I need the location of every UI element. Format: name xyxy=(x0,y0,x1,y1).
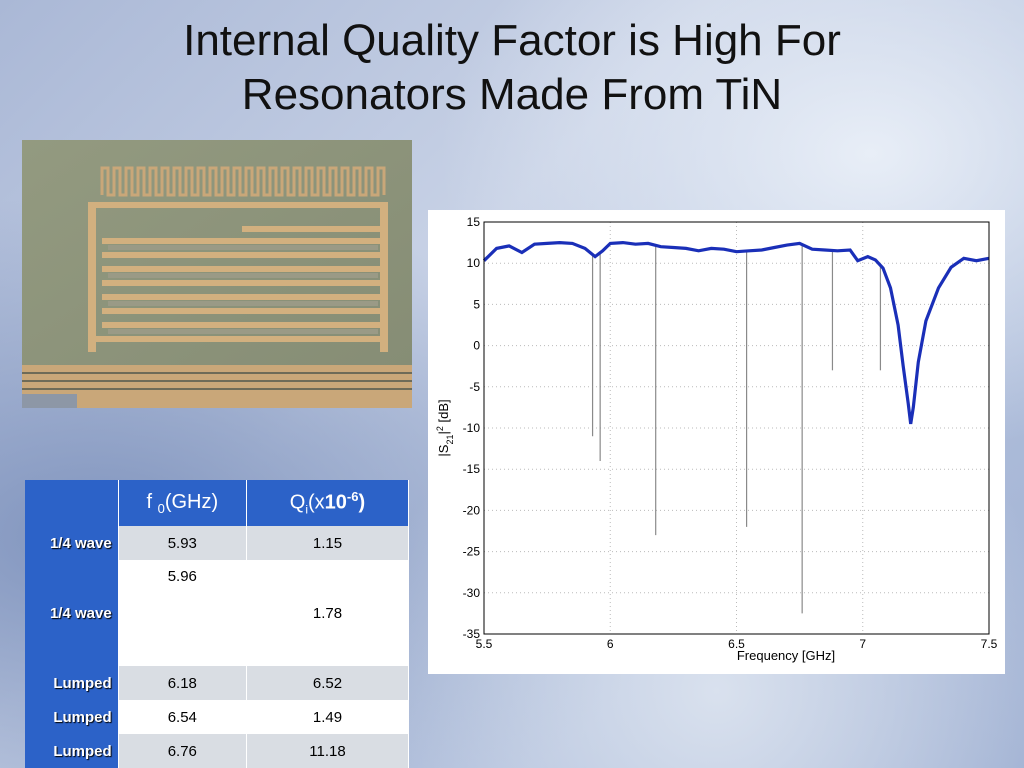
cell-f0: 6.76 xyxy=(118,734,247,768)
cell-f0: 5.93 xyxy=(118,526,247,560)
y-tick-label: 15 xyxy=(467,215,481,229)
y-tick-labels: 15 10 5 0 -5 -10 -15 -20 -25 -30 -35 xyxy=(463,215,481,641)
resonance-lines xyxy=(591,244,882,614)
y-tick-label: -10 xyxy=(463,421,481,435)
cell-qi: 1.49 xyxy=(246,700,410,734)
chart-grid xyxy=(483,221,990,635)
slide-title: Internal Quality Factor is High For Reso… xyxy=(0,14,1024,122)
table-row: Lumped 6.54 1.49 xyxy=(25,700,410,734)
header-f0: f 0(GHz) xyxy=(118,480,247,526)
y-tick-label: -30 xyxy=(463,586,481,600)
y-axis-label: |S21|2 [dB] xyxy=(435,399,455,456)
row-label: Lumped xyxy=(25,700,119,734)
cell-qi: 11.18 xyxy=(246,734,410,768)
x-tick-label: 7.5 xyxy=(981,637,998,651)
y-tick-label: 5 xyxy=(473,297,480,311)
table-row: Lumped 6.18 6.52 xyxy=(25,666,410,700)
x-tick-label: 7 xyxy=(859,637,866,651)
y-tick-label: -15 xyxy=(463,462,481,476)
cell-qi: 1.78 xyxy=(246,560,410,666)
table-row: 1/4 wave 5.93 1.15 xyxy=(25,526,410,560)
y-tick-label: -5 xyxy=(469,380,480,394)
x-tick-label: 6 xyxy=(607,637,614,651)
y-tick-label: 10 xyxy=(467,256,481,270)
resonator-table: f 0(GHz) Qi(x10-6) 1/4 wave 5.93 1.15 1/… xyxy=(25,480,410,768)
row-label: 1/4 wave xyxy=(25,526,119,560)
x-axis-label: Frequency [GHz] xyxy=(737,648,835,663)
y-tick-label: -25 xyxy=(463,545,481,559)
header-qi: Qi(x10-6) xyxy=(246,480,410,526)
table-header-corner xyxy=(25,480,119,526)
resonator-micrograph xyxy=(22,140,412,408)
s21-chart: 5.5 6 6.5 7 7.5 15 10 5 0 -5 -10 -15 -20 -25 -30 -35 F… xyxy=(435,215,998,663)
s21-chart-panel: 5.5 6 6.5 7 7.5 15 10 5 0 -5 -10 -15 -20 -25 -30 -35 F… xyxy=(428,210,1005,674)
table-row: 1/4 wave 5.96 1.78 xyxy=(25,560,410,666)
table-row: Lumped 6.76 11.18 xyxy=(25,734,410,768)
x-tick-label: 6.5 xyxy=(728,637,745,651)
cell-qi: 6.52 xyxy=(246,666,410,700)
row-label: 1/4 wave xyxy=(25,560,119,666)
y-tick-label: -20 xyxy=(463,503,481,517)
resonator-micrograph-drawing xyxy=(22,140,412,408)
x-tick-label: 5.5 xyxy=(476,637,493,651)
x-tick-labels: 5.5 6 6.5 7 7.5 xyxy=(476,637,998,651)
table-header-row: f 0(GHz) Qi(x10-6) xyxy=(25,480,410,526)
cell-f0: 6.18 xyxy=(118,666,247,700)
cell-qi: 1.15 xyxy=(246,526,410,560)
cell-f0: 5.96 xyxy=(118,560,247,666)
y-tick-label: -35 xyxy=(463,627,481,641)
y-tick-label: 0 xyxy=(473,339,480,353)
s21-trace xyxy=(482,240,990,425)
plot-frame xyxy=(483,221,990,635)
row-label: Lumped xyxy=(25,666,119,700)
cell-f0: 6.54 xyxy=(118,700,247,734)
slide-title-line2: Resonators Made From TiN xyxy=(241,70,783,119)
slide-title-line1: Internal Quality Factor is High For xyxy=(183,16,841,65)
row-label: Lumped xyxy=(25,734,119,768)
